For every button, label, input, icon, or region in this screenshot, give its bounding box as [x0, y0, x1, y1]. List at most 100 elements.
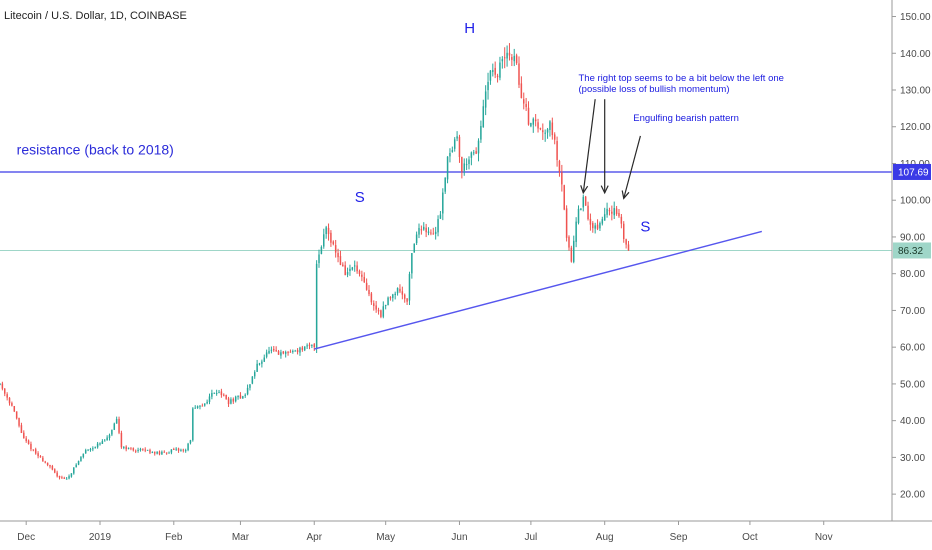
candle-body: [477, 140, 480, 154]
candle-body: [392, 294, 394, 298]
candle-body: [396, 288, 399, 294]
candle-body: [363, 276, 365, 283]
candle-body: [123, 446, 125, 448]
candle-body: [63, 477, 66, 479]
candle-body: [501, 59, 504, 62]
candle-body: [353, 265, 356, 267]
candle-body: [201, 405, 204, 407]
candle-body: [480, 126, 482, 140]
candle-body: [542, 130, 544, 133]
candle-body: [565, 208, 568, 238]
candle-body: [51, 466, 54, 470]
annotation-arrow-head: [621, 190, 630, 200]
candle-body: [356, 265, 358, 272]
y-tick-label: 150.00: [900, 12, 931, 23]
candle-body: [594, 225, 596, 229]
candle-body: [423, 226, 425, 230]
candle-body: [430, 232, 432, 234]
candle-body: [163, 451, 166, 453]
candle-body: [68, 476, 70, 479]
candle-body: [301, 347, 304, 350]
y-tick-label: 100.00: [900, 196, 931, 207]
candle-body: [218, 392, 220, 394]
candle-body: [420, 229, 423, 231]
y-tick-label: 140.00: [900, 49, 931, 60]
annotation-text: Engulfing bearish pattern: [633, 113, 739, 124]
candle-body: [568, 236, 570, 248]
candle-body: [487, 81, 489, 91]
candle-body: [470, 152, 473, 158]
candle-body: [137, 449, 139, 451]
y-tick-label: 40.00: [900, 416, 925, 427]
annotation-text: (possible loss of bullish momentum): [579, 84, 730, 95]
candle-body: [161, 451, 163, 455]
candle-body: [73, 467, 75, 474]
x-tick-label: Feb: [165, 532, 183, 543]
candle-body: [537, 122, 539, 129]
candle-body: [20, 425, 23, 433]
candle-body: [49, 464, 51, 467]
candle-body: [15, 411, 18, 419]
candle-body: [339, 256, 342, 265]
resistance-price-tag: 107.69: [898, 167, 929, 178]
candle-body: [115, 419, 118, 424]
x-tick-label: Jun: [451, 532, 467, 543]
candle-body: [282, 351, 285, 354]
candle-body: [104, 440, 106, 442]
candle-body: [622, 223, 625, 239]
candle-body: [346, 272, 349, 275]
candle-body: [215, 392, 218, 394]
candle-body: [158, 451, 161, 455]
candle-body: [56, 472, 58, 477]
candle-body: [361, 274, 363, 277]
candle-body: [461, 156, 463, 172]
candle-body: [434, 231, 437, 234]
candle-body: [444, 177, 446, 192]
candle-body: [151, 451, 154, 453]
candle-body: [425, 227, 427, 233]
candle-body: [456, 136, 458, 139]
candle-body: [403, 294, 406, 299]
candle-body: [149, 449, 151, 453]
candle-body: [246, 387, 249, 395]
candle-body: [468, 159, 470, 164]
candle-body: [206, 401, 208, 404]
candle-body: [627, 244, 630, 251]
pattern-label: H: [464, 20, 475, 37]
candle-body: [249, 384, 251, 388]
candle-body: [532, 118, 535, 125]
chart-title: Litecoin / U.S. Dollar, 1D, COINBASE: [4, 10, 187, 22]
candle-body: [127, 447, 130, 449]
candle-body: [313, 344, 316, 348]
candle-body: [570, 247, 573, 262]
candle-body: [287, 352, 289, 354]
candle-body: [196, 406, 199, 409]
candle-body: [118, 418, 120, 433]
candle-body: [408, 274, 411, 301]
candle-body: [89, 449, 92, 451]
candle-body: [499, 62, 501, 78]
candle-body: [625, 239, 627, 245]
candle-body: [146, 449, 149, 451]
candle-body: [561, 172, 563, 185]
current-price-tag-bg: [893, 242, 931, 259]
candle-body: [465, 164, 468, 166]
candle-body: [13, 406, 16, 412]
candle-body: [239, 395, 242, 399]
candle-body: [463, 163, 465, 171]
candle-body: [601, 219, 604, 224]
candle-body: [411, 253, 413, 274]
candle-body: [263, 357, 266, 362]
candle-body: [180, 449, 182, 451]
candle-body: [342, 264, 344, 267]
y-tick-label: 90.00: [900, 232, 925, 243]
candle-body: [58, 475, 61, 478]
candle-body: [258, 363, 261, 365]
candle-body: [349, 268, 351, 272]
current-price-tag: 86.32: [898, 246, 923, 257]
candle-body: [111, 429, 113, 435]
candle-body: [292, 350, 294, 352]
candle-body: [439, 214, 442, 219]
candle-body: [415, 234, 418, 244]
